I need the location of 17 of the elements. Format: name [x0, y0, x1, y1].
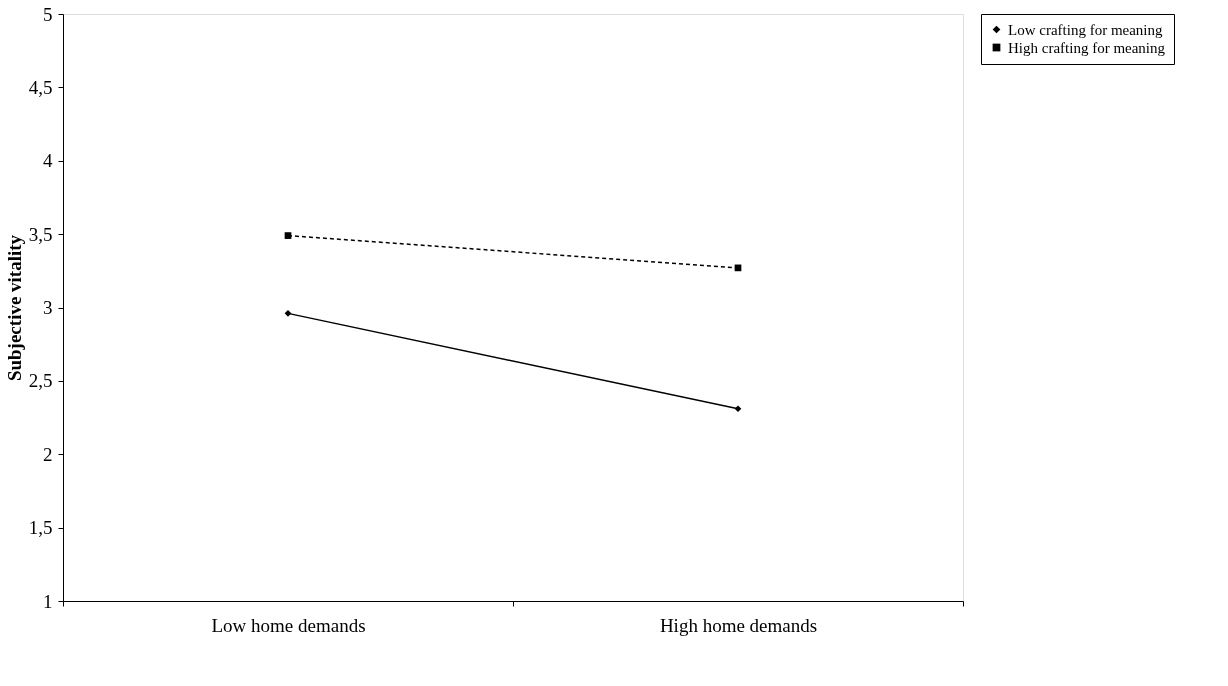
- point: [284, 310, 292, 317]
- y-axis-title: Subjective vitality: [3, 234, 25, 382]
- x-tick-label: Low home demands: [211, 614, 366, 636]
- legend-label: High crafting for meaning: [1008, 39, 1166, 56]
- point: [284, 232, 292, 239]
- y-tick-label: 3,5: [28, 223, 53, 245]
- y-tick-label: 4,5: [28, 76, 53, 98]
- y-tick-label: 2,5: [28, 370, 53, 392]
- y-tick-label: 1: [43, 590, 53, 612]
- y-tick-label: 4: [43, 150, 53, 172]
- point: [734, 405, 742, 413]
- y-tick-label: 2: [43, 443, 53, 465]
- x-tick-label: High home demands: [659, 614, 818, 636]
- legend-label: Low crafting for meaning: [1008, 21, 1164, 38]
- y-tick-label: 5: [43, 3, 53, 25]
- y-tick-label: 3: [43, 297, 53, 318]
- y-tick-label: 1,5: [28, 517, 53, 539]
